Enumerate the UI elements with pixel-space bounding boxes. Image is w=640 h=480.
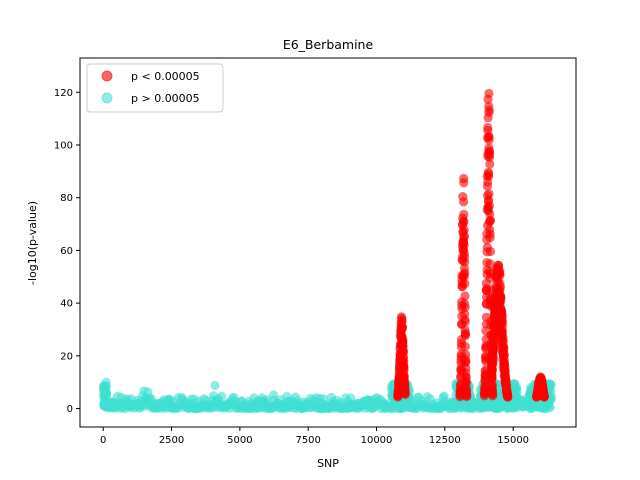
nonsignificant-point bbox=[545, 403, 555, 413]
legend-box bbox=[86, 63, 224, 113]
x-axis-label: SNP bbox=[317, 457, 339, 470]
significant-point bbox=[539, 392, 549, 402]
significant-point bbox=[485, 159, 495, 169]
plot-frame bbox=[79, 57, 577, 428]
significant-point bbox=[485, 233, 495, 243]
significant-point bbox=[459, 225, 469, 235]
nonsignificant-point bbox=[100, 388, 110, 399]
x-tick-label: 2500 bbox=[159, 435, 184, 446]
significant-point bbox=[485, 259, 495, 269]
y-tick-label: 80 bbox=[60, 193, 73, 204]
nonsignificant-point bbox=[210, 380, 220, 391]
significant-point bbox=[461, 350, 471, 360]
significant-point bbox=[497, 319, 507, 329]
chart-title: E6_Berbamine bbox=[283, 37, 374, 52]
legend-marker-nonsignificant bbox=[101, 92, 113, 104]
x-tick-label: 5000 bbox=[227, 435, 252, 446]
significant-point bbox=[462, 391, 472, 402]
significant-point bbox=[484, 201, 494, 211]
legend: p < 0.00005 p > 0.00005 bbox=[86, 63, 224, 113]
y-tick-label: 120 bbox=[54, 88, 73, 99]
x-axis-ticks: 0 2500 5000 7500 10000 12500 15000 bbox=[100, 427, 529, 446]
significant-point bbox=[460, 302, 470, 312]
significant-point bbox=[485, 150, 495, 160]
nonsignificant-point bbox=[546, 380, 556, 390]
y-tick-label: 0 bbox=[67, 404, 73, 415]
significant-point bbox=[484, 105, 494, 115]
nonsignificant-point bbox=[512, 386, 522, 396]
y-tick-label: 20 bbox=[60, 351, 73, 362]
significant-point bbox=[495, 282, 505, 292]
nonsignificant-point bbox=[99, 400, 109, 410]
significant-point bbox=[484, 169, 494, 179]
significant-point bbox=[459, 232, 469, 242]
x-tick-label: 0 bbox=[100, 435, 106, 446]
significant-point bbox=[459, 197, 469, 207]
y-tick-label: 60 bbox=[60, 246, 73, 257]
x-tick-label: 12500 bbox=[429, 435, 461, 446]
legend-marker-significant bbox=[101, 70, 113, 82]
significant-point bbox=[485, 215, 495, 225]
nonsignificant-point bbox=[546, 391, 557, 401]
y-tick-label: 100 bbox=[54, 140, 73, 151]
y-tick-label: 40 bbox=[60, 299, 73, 310]
legend-label-significant: p < 0.00005 bbox=[131, 70, 200, 83]
significant-point bbox=[461, 357, 471, 367]
significant-point bbox=[461, 376, 471, 387]
plot-area bbox=[79, 57, 577, 428]
x-tick-label: 7500 bbox=[295, 435, 320, 446]
significant-point bbox=[459, 209, 469, 219]
data-points bbox=[98, 88, 557, 414]
significant-point bbox=[495, 270, 505, 280]
significant-point bbox=[460, 291, 470, 301]
nonsignificant-point bbox=[216, 391, 227, 401]
legend-label-nonsignificant: p > 0.00005 bbox=[131, 92, 200, 105]
significant-point bbox=[398, 323, 408, 333]
y-axis-ticks: 0 20 40 60 80 100 120 bbox=[54, 88, 80, 415]
significant-point bbox=[397, 315, 407, 325]
nonsignificant-point bbox=[512, 392, 522, 403]
significant-point bbox=[460, 257, 470, 267]
significant-point bbox=[484, 132, 494, 142]
significant-point bbox=[459, 178, 469, 188]
significant-point bbox=[503, 392, 513, 402]
significant-point bbox=[460, 341, 470, 352]
significant-point bbox=[459, 240, 469, 250]
significant-point bbox=[489, 340, 499, 350]
significant-point bbox=[400, 389, 410, 400]
significant-point bbox=[488, 353, 498, 363]
significant-point bbox=[484, 88, 494, 99]
x-tick-label: 10000 bbox=[361, 435, 393, 446]
significant-point bbox=[484, 189, 494, 199]
significant-point bbox=[488, 391, 498, 401]
significant-point bbox=[460, 268, 470, 278]
significant-point bbox=[460, 279, 470, 289]
x-tick-label: 15000 bbox=[497, 435, 529, 446]
significant-point bbox=[459, 217, 469, 227]
significant-point bbox=[461, 363, 471, 373]
significant-point bbox=[485, 246, 496, 257]
y-axis-label: -log10(p-value) bbox=[26, 201, 39, 285]
significant-point bbox=[496, 293, 506, 303]
significant-point bbox=[460, 330, 471, 340]
significant-point bbox=[460, 317, 470, 327]
